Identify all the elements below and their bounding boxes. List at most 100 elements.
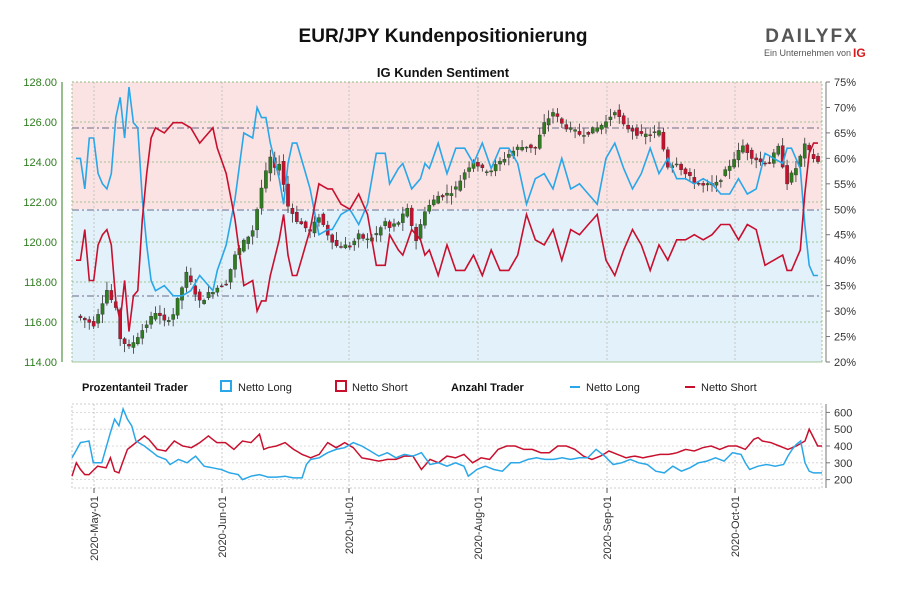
candle-body: [153, 313, 158, 320]
candle-body: [657, 130, 661, 136]
candle-body: [555, 113, 560, 117]
pct-tick-label: 30%: [834, 306, 856, 318]
legend-short-label: Netto Short: [352, 382, 408, 394]
candle-body: [264, 170, 268, 189]
candle-body: [440, 195, 445, 198]
candle-body: [197, 291, 202, 301]
pct-tick-label: 45%: [834, 230, 856, 242]
legend-short-count-label: Netto Short: [701, 382, 757, 394]
candle-body: [352, 240, 357, 246]
candle-body: [109, 290, 114, 300]
candle-body: [502, 159, 507, 163]
candle-body: [763, 162, 767, 165]
candle-body: [228, 269, 233, 283]
candle-body: [219, 285, 224, 288]
candle-body: [87, 319, 92, 323]
candle-body: [617, 109, 622, 117]
candle-body: [732, 159, 736, 168]
candle-body: [546, 118, 551, 126]
candle-body: [180, 287, 184, 301]
candle-body: [749, 149, 754, 159]
candle-body: [719, 180, 723, 182]
candle-body: [727, 165, 732, 171]
candle-body: [162, 314, 167, 321]
x-tick-label: 2020-Sep-01: [602, 496, 614, 560]
candle-body: [643, 133, 648, 137]
candle-body: [299, 221, 304, 225]
candle-body: [599, 124, 604, 130]
legend-long-box: [220, 380, 232, 392]
pct-tick-label: 70%: [834, 102, 856, 114]
candle-body: [626, 124, 630, 130]
candle-body: [290, 208, 295, 214]
x-tick-label: 2020-Jun-01: [217, 496, 229, 558]
x-tick-label: 2020-Oct-01: [730, 496, 742, 557]
netto-long-pct-line: [76, 87, 818, 297]
candle-body: [202, 300, 206, 304]
legend-pct-title: Prozentanteil Trader: [82, 382, 188, 394]
candle-body: [246, 236, 251, 244]
candle-body: [339, 246, 343, 248]
candle-body: [255, 209, 259, 231]
legend-short-box: [335, 380, 347, 392]
candle-body: [396, 222, 401, 225]
candle-body: [361, 234, 365, 239]
candle-body: [409, 207, 414, 226]
candle-body: [118, 309, 122, 340]
candle-body: [427, 205, 432, 212]
candle-body: [533, 147, 538, 149]
candle-body: [652, 131, 657, 133]
candle-body: [811, 154, 816, 159]
pct-tick-label: 55%: [834, 179, 856, 191]
candle-body: [767, 162, 772, 164]
candle-body: [215, 287, 220, 293]
candle-body: [595, 127, 599, 132]
candle-body: [454, 186, 458, 190]
candle-body: [621, 115, 626, 125]
candle-body: [467, 167, 471, 172]
price-tick-label: 118.00: [24, 277, 57, 289]
candle-body: [392, 223, 396, 227]
legend: Prozentanteil Trader Netto Long Netto Shor…: [82, 380, 757, 394]
candle-body: [608, 116, 613, 120]
candle-body: [286, 183, 290, 207]
candle-body: [136, 337, 140, 345]
candle-body: [507, 154, 511, 158]
candle-body: [630, 128, 635, 132]
candle-body: [754, 157, 758, 161]
candle-body: [83, 318, 87, 321]
candle-body: [736, 150, 741, 161]
candle-body: [131, 342, 136, 348]
candle-body: [281, 161, 286, 185]
candle-body: [577, 131, 582, 135]
pct-tick-label: 65%: [834, 128, 856, 140]
candle-body: [564, 124, 569, 130]
legend-long-count-label: Netto Long: [586, 382, 640, 394]
price-sentiment-panel: 114.00 116.00 118.00 120.00 122.00 124.00 126.…: [23, 77, 856, 369]
netto-short-pct-line: [76, 121, 818, 332]
trader-count-panel: 200 300 400 500 600: [71, 403, 852, 489]
price-tick-label: 116.00: [24, 317, 57, 329]
candle-body: [436, 195, 440, 204]
dailyfx-logo: DAILYFX Ein Unternehmen von IG: [764, 26, 866, 60]
candle-body: [745, 144, 750, 153]
candle-body: [317, 217, 321, 223]
candle-body: [242, 239, 246, 252]
count-tick-label: 500: [834, 424, 852, 436]
candle-body: [144, 324, 149, 328]
candle-body: [696, 183, 701, 185]
candle-body: [679, 163, 683, 170]
candle-body: [449, 193, 454, 196]
chart-subtitle: IG Kunden Sentiment: [377, 65, 510, 80]
candle-body: [166, 320, 171, 322]
candle-body: [613, 112, 617, 116]
candle-body: [418, 224, 423, 239]
candle-body: [374, 233, 379, 236]
candle-body: [498, 160, 502, 165]
candle-body: [224, 283, 228, 286]
chart-title: EUR/JPY Kundenpositionierung: [299, 26, 588, 47]
x-tick-label: 2020-Aug-01: [473, 496, 485, 560]
candle-body: [78, 315, 83, 318]
candle-body: [785, 165, 789, 185]
candle-body: [789, 172, 794, 183]
